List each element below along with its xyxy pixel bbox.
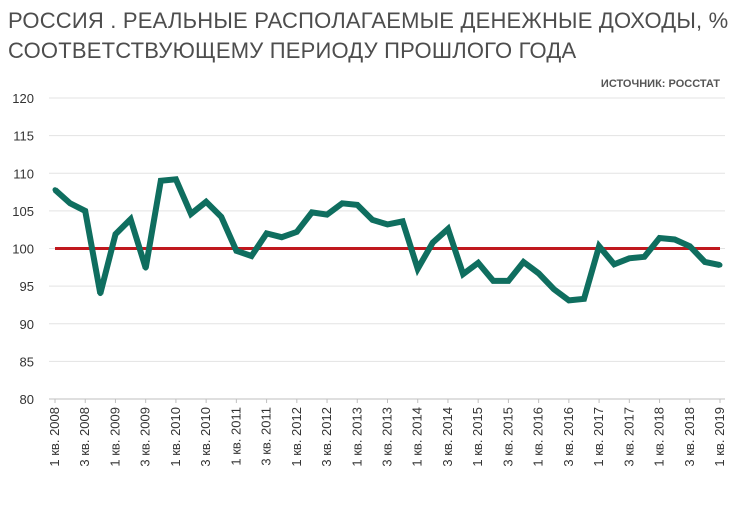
data-point	[505, 278, 511, 284]
x-tick-label: 3 кв. 2015	[500, 407, 515, 467]
x-tick-label: 1 кв. 2019	[712, 407, 727, 467]
data-point	[188, 211, 194, 217]
y-tick-label: 80	[20, 392, 34, 407]
x-tick-label: 3 кв. 2012	[319, 407, 334, 467]
source-note: ИСТОЧНИК: РОССТАТ	[600, 78, 720, 90]
x-tick-label: 1 кв. 2010	[168, 407, 183, 467]
data-point	[112, 231, 118, 237]
data-point	[203, 199, 209, 205]
data-point	[626, 255, 632, 261]
data-point	[611, 261, 617, 267]
x-tick-label: 1 кв. 2015	[470, 407, 485, 467]
x-tick-label: 3 кв. 2018	[682, 407, 697, 467]
x-tick-label: 1 кв. 2014	[410, 407, 425, 467]
x-tick-label: 3 кв. 2014	[440, 407, 455, 467]
data-point	[490, 278, 496, 284]
data-point	[596, 243, 602, 249]
data-point	[82, 208, 88, 214]
x-tick-label: 3 кв. 2008	[77, 407, 92, 467]
data-point	[309, 209, 315, 215]
x-tick-label: 1 кв. 2018	[652, 407, 667, 467]
data-point	[385, 221, 390, 227]
data-point	[354, 202, 360, 208]
data-point	[52, 187, 58, 193]
data-point	[581, 296, 587, 302]
data-point	[339, 200, 345, 206]
x-tick-label: 1 кв. 2012	[289, 407, 304, 467]
data-point	[460, 271, 466, 277]
data-point	[415, 266, 421, 272]
data-point	[97, 291, 103, 297]
y-tick-label: 105	[12, 204, 34, 219]
x-axis-ticks: 1 кв. 2008 3 кв. 2008 1 кв. 2009 3 кв. 2009…	[47, 399, 727, 467]
data-point	[218, 214, 224, 220]
data-point	[158, 178, 164, 184]
x-tick-label: 1 кв. 2011	[228, 407, 243, 466]
data-point	[672, 236, 678, 242]
x-tick-label: 3 кв. 2011	[259, 407, 274, 466]
data-point	[173, 176, 179, 182]
data-point	[400, 218, 406, 224]
x-tick-label: 3 кв. 2017	[621, 407, 636, 467]
series-layer	[52, 176, 723, 304]
data-point	[641, 254, 647, 260]
x-tick-label: 3 кв. 2013	[380, 407, 395, 467]
data-point	[445, 226, 451, 232]
data-point	[279, 234, 285, 240]
chart-title: РОССИЯ . РЕАЛЬНЫЕ РАСПОЛАГАЕМЫЕ ДЕНЕЖНЫЕ…	[8, 8, 729, 63]
data-point	[294, 229, 300, 235]
data-point	[475, 260, 481, 266]
data-point	[143, 265, 149, 271]
y-tick-label: 100	[12, 242, 34, 257]
x-tick-label: 1 кв. 2013	[349, 407, 364, 467]
y-tick-label: 110	[13, 166, 34, 181]
data-point	[657, 235, 663, 241]
data-point	[324, 212, 330, 218]
y-tick-label: 85	[20, 354, 34, 369]
data-point	[430, 239, 436, 245]
data-point	[551, 286, 557, 292]
y-axis-ticks: 80 85 90 95 100 105 110 115 120	[12, 91, 34, 407]
y-tick-label: 120	[12, 91, 34, 106]
data-point	[67, 200, 73, 206]
x-tick-label: 3 кв. 2010	[198, 407, 213, 467]
x-tick-label: 1 кв. 2016	[531, 407, 546, 467]
y-tick-label: 95	[20, 279, 34, 294]
data-point	[687, 243, 693, 249]
data-point	[521, 259, 527, 265]
data-point	[536, 270, 542, 276]
series-line-0	[53, 176, 721, 304]
data-point	[128, 216, 134, 222]
data-point	[248, 253, 254, 259]
data-point	[702, 259, 708, 265]
x-tick-label: 1 кв. 2009	[107, 407, 122, 467]
x-tick-label: 1 кв. 2017	[591, 407, 606, 467]
data-point	[566, 297, 572, 303]
y-tick-label: 115	[13, 129, 34, 144]
x-tick-label: 3 кв. 2009	[138, 407, 153, 467]
data-point	[369, 217, 375, 223]
data-point	[717, 262, 723, 268]
data-point	[264, 230, 270, 236]
y-tick-label: 90	[20, 317, 34, 332]
x-tick-label: 1 кв. 2008	[47, 407, 62, 467]
x-tick-label: 3 кв. 2016	[561, 407, 576, 467]
data-point	[233, 248, 239, 254]
